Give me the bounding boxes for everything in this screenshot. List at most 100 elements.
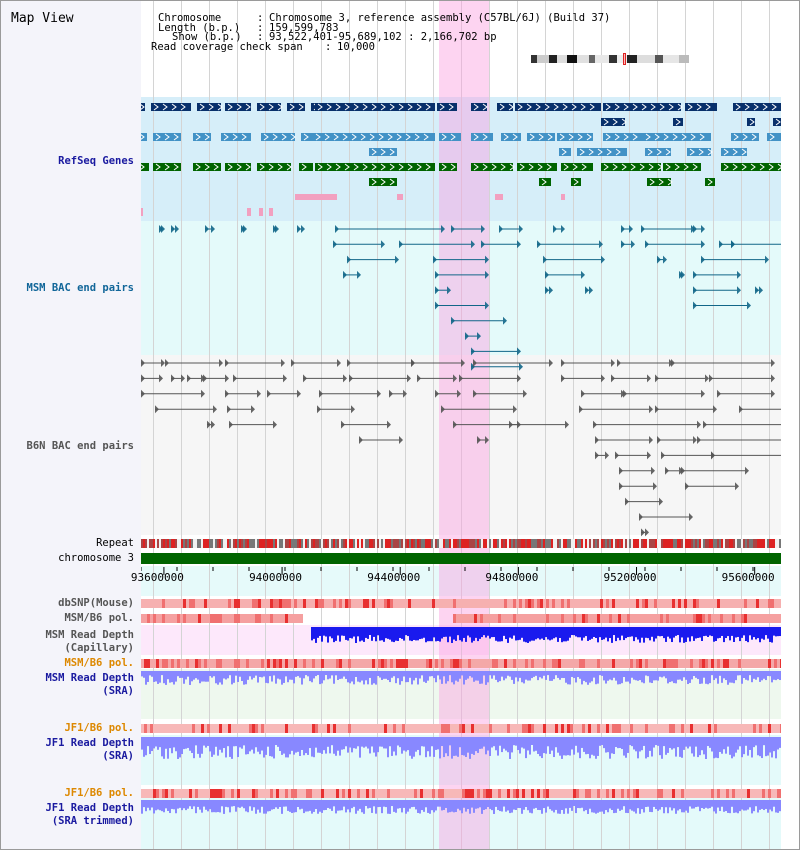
msm-bac-pair-end	[175, 225, 179, 233]
b6n-bac-pair-end	[159, 374, 163, 383]
track-label-refseq[interactable]: RefSeq Genes	[58, 155, 134, 167]
repeat-mark	[567, 539, 569, 548]
msm-sra-depth-bar	[655, 671, 657, 681]
msm-pol-mark	[465, 614, 468, 623]
repeat-mark	[305, 539, 307, 548]
jf1-pol-mark	[339, 789, 342, 798]
refseq-gene-strand	[654, 133, 660, 141]
jf1-sra-depth-bar	[663, 737, 665, 747]
jf1-sra-depth-bar	[601, 737, 603, 746]
msm-sra-depth-bar	[767, 671, 769, 677]
track-label-b6n-bac[interactable]: B6N BAC end pairs	[26, 440, 134, 452]
jf1-pol-mark	[255, 724, 258, 733]
jf1-pol-mark	[465, 724, 468, 733]
refseq-gene-strand	[450, 133, 456, 141]
jf1-sra-depth-bar	[423, 737, 425, 747]
refseq-gene-strand	[303, 133, 309, 141]
jf1-trim-depth-bar	[179, 800, 181, 808]
refseq-gene-strand	[398, 103, 404, 111]
track-label-msm-sra-depth[interactable]: MSM Read Depth	[45, 672, 134, 684]
jf1-trim-depth-bar	[459, 800, 461, 811]
b6n-bac-pair-end	[319, 389, 323, 398]
repeat-mark	[313, 539, 315, 548]
jf1-sra-depth-bar	[737, 737, 739, 750]
msm-cap-depth-bar	[779, 627, 781, 637]
msm-pol-mark	[666, 614, 669, 623]
msm-sra-depth-bar	[715, 671, 717, 679]
ideogram-position-marker[interactable]	[623, 53, 626, 65]
msm-pol-mark	[603, 614, 606, 623]
track-label-msm-cap-depth[interactable]: MSM Read Depth	[45, 629, 134, 641]
jf1-sra-depth-bar	[469, 737, 471, 759]
jf1-sra-depth-bar	[553, 737, 555, 758]
jf1-pol-mark	[567, 789, 570, 798]
msm-pol-mark	[369, 659, 372, 668]
msm-bac-pair-end	[485, 270, 489, 279]
dbsnp-mark	[279, 599, 282, 608]
msm-pol-mark	[219, 659, 222, 668]
repeat-mark	[169, 539, 171, 548]
repeat-mark	[651, 539, 653, 548]
jf1-trim-depth-bar	[309, 800, 311, 811]
jf1-pol-mark	[300, 789, 303, 798]
jf1-sra-depth-bar	[751, 737, 753, 758]
track-label-dbsnp[interactable]: dbSNP(Mouse)	[58, 597, 134, 609]
msm-sra-depth-bar	[179, 671, 181, 678]
track-label-msm-bac[interactable]: MSM BAC end pairs	[26, 282, 134, 294]
jf1-sra-depth-bar	[327, 737, 329, 747]
jf1-sra-depth-bar	[611, 737, 613, 754]
jf1-pol-mark	[753, 724, 756, 733]
msm-cap-depth-bar	[579, 627, 581, 638]
jf1-trim-depth-bar	[515, 800, 517, 810]
msm-cap-depth-bar	[621, 627, 623, 636]
track-graphics[interactable]	[141, 1, 781, 849]
repeat-mark	[181, 539, 183, 548]
refseq-gene-strand	[547, 133, 553, 141]
track-label-jf1-trim-depth[interactable]: JF1 Read Depth	[45, 802, 134, 814]
msm-pol-mark	[648, 614, 651, 623]
track-label-msm-pol-1[interactable]: MSM/B6 pol.	[64, 612, 134, 624]
msm-cap-depth-bar	[341, 627, 343, 636]
msm-sra-depth-bar	[625, 671, 627, 682]
repeat-mark	[301, 539, 303, 548]
msm-sra-depth-bar	[743, 671, 745, 679]
msm-pol-mark	[744, 614, 747, 623]
jf1-sra-depth-bar	[211, 737, 213, 757]
track-label-chromosome[interactable]: chromosome 3	[58, 552, 134, 564]
msm-pol-mark	[636, 614, 639, 623]
msm-cap-depth-bar	[339, 627, 341, 642]
track-label-repeat[interactable]: Repeat	[96, 537, 134, 549]
msm-pol-mark	[687, 614, 690, 623]
chromosome-ideogram[interactable]	[531, 53, 689, 65]
msm-sra-depth-bar	[687, 671, 689, 685]
chromosome-label: Chromosome	[158, 12, 222, 24]
msm-sra-depth-bar	[145, 671, 147, 685]
jf1-trim-depth-bar	[481, 800, 483, 814]
track-label-msm-pol-2[interactable]: MSM/B6 pol.	[64, 657, 134, 669]
msm-pol-mark	[660, 659, 663, 668]
jf1-trim-depth-bar	[147, 800, 149, 808]
repeat-mark	[509, 539, 511, 548]
track-label-jf1-sra-depth[interactable]: JF1 Read Depth	[45, 737, 134, 749]
msm-sra-depth-bar	[247, 671, 249, 680]
jf1-pol-mark	[354, 789, 357, 798]
repeat-mark	[341, 539, 343, 548]
jf1-sra-depth-bar	[713, 737, 715, 759]
msm-pol-mark	[774, 614, 777, 623]
msm-bac-pair-end	[451, 316, 455, 325]
msm-sra-depth-bar	[447, 671, 449, 682]
track-label-jf1-pol-2[interactable]: JF1/B6 pol.	[64, 787, 134, 799]
msm-pol-mark	[435, 659, 438, 668]
jf1-sra-depth-bar	[375, 737, 377, 757]
track-label-jf1-pol-1[interactable]: JF1/B6 pol.	[64, 722, 134, 734]
track-area[interactable]	[141, 1, 781, 849]
jf1-trim-depth-bar	[153, 800, 155, 814]
repeat-mark	[521, 539, 523, 548]
jf1-pol-mark	[522, 789, 525, 798]
dbsnp-mark	[636, 599, 639, 608]
jf1-trim-depth-bar	[661, 800, 663, 808]
msm-sra-depth-bar	[387, 671, 389, 681]
msm-sra-depth-bar	[331, 671, 333, 676]
repeat-mark	[309, 539, 311, 548]
refseq-gene-strand	[317, 163, 323, 171]
